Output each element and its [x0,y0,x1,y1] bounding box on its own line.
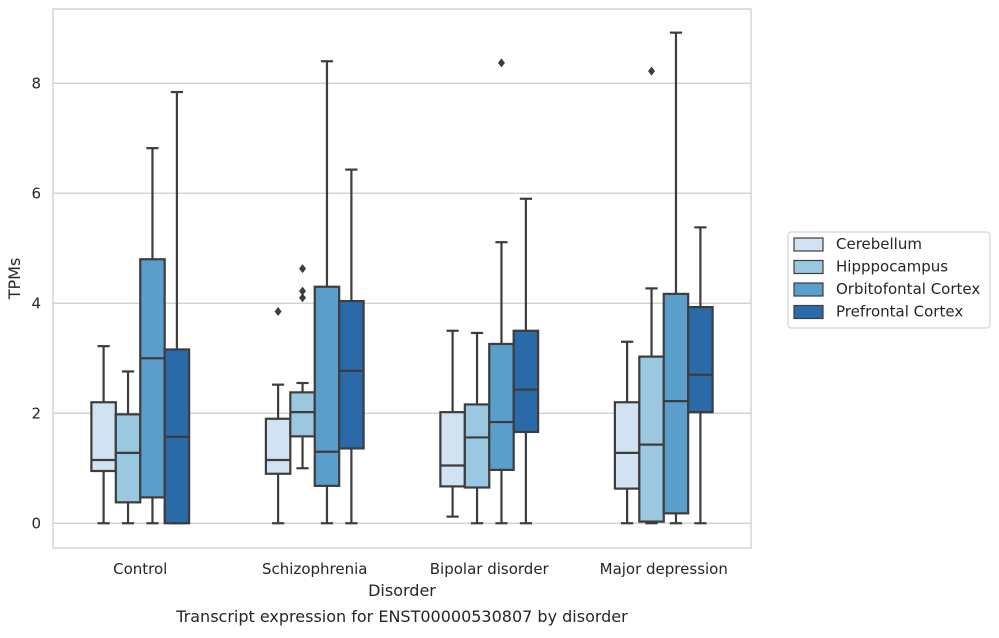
plot-area-frame [52,8,752,549]
y-tick-label: 4 [31,294,41,312]
y-tick-label: 2 [31,404,41,422]
legend-label: Hipppocampus [836,258,948,276]
legend: Cerebellum Hipppocampus Orbitofontal Corte… [787,231,991,329]
legend-label: Prefrontal Cortex [836,303,963,321]
y-tick-label: 0 [31,514,41,532]
box-body [264,417,292,475]
box-body [439,411,466,488]
box-cerebellum [439,329,466,518]
legend-frame [787,231,991,329]
box-orbitofontal-cortex [662,31,690,525]
legend-swatch [793,237,824,252]
box-body [338,299,365,450]
y-axis-ticks: 0 2 4 6 8 [31,74,41,532]
box-prefrontal-cortex [338,168,365,525]
box-body [662,292,690,515]
box-cerebellum [613,340,641,525]
x-axis-title: Disorder [368,581,436,600]
box-prefrontal-cortex [512,197,540,525]
outlier-point [299,293,307,303]
box-orbitofontal-cortex [313,60,341,525]
box-body [613,401,641,490]
outlier-point [299,286,307,296]
box-body [313,285,341,487]
y-axis-title: TPMs [5,258,24,301]
box-prefrontal-cortex [687,226,714,525]
box-hipppocampus [638,66,665,525]
box-orbitofontal-cortex [139,147,166,525]
legend-swatch [793,282,824,297]
figure-caption: Transcript expression for ENST0000053080… [175,607,628,626]
box-body [687,306,714,414]
box-cerebellum [90,345,117,525]
box-body [463,403,491,489]
legend-label: Cerebellum [836,235,922,253]
box-body [512,329,540,434]
x-tick-label: Control [113,560,167,578]
box-cerebellum [264,307,292,525]
x-tick-label: Major depression [600,560,728,578]
legend-label: Orbitofontal Cortex [836,280,980,298]
boxes [90,31,714,525]
legend-swatch [793,259,824,275]
y-tick-label: 8 [31,74,41,92]
box-orbitofontal-cortex [488,58,515,525]
legend-swatch [793,304,824,320]
box-body [638,355,665,523]
box-body [488,342,515,472]
box-hipppocampus [114,370,142,525]
box-hipppocampus [289,264,316,470]
x-tick-label: Schizophrenia [262,560,367,578]
box-body [114,413,142,504]
outlier-point [497,58,505,68]
x-axis-ticks: Control Schizophrenia Bipolar disorder Majo… [113,560,728,578]
y-tick-label: 6 [31,184,41,202]
outlier-point [274,307,282,316]
x-tick-label: Bipolar disorder [430,560,550,578]
box-prefrontal-cortex [163,90,191,525]
outlier-point [299,264,307,274]
box-body [289,391,316,438]
box-hipppocampus [463,331,491,525]
outlier-point [648,66,656,76]
box-body [139,258,166,499]
